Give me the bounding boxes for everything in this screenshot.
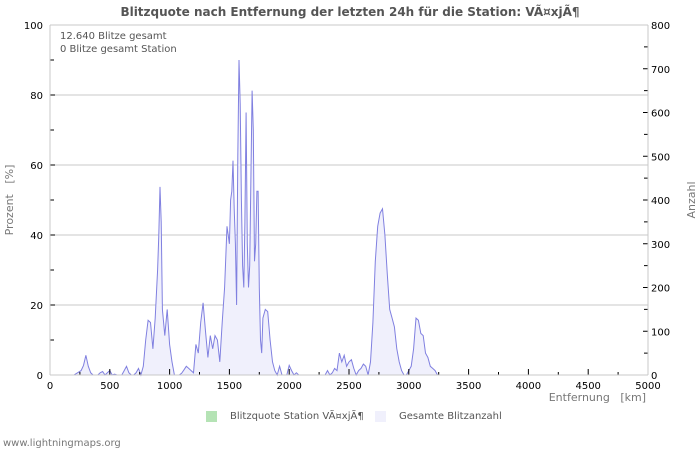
total-strikes-text: 12.640 Blitze gesamt xyxy=(60,31,167,42)
y-right-tick-label: 500 xyxy=(651,152,670,163)
y-right-tick-label: 200 xyxy=(651,284,670,295)
y-axis-right-label: Anzahl xyxy=(685,181,698,218)
x-tick-label: 3000 xyxy=(396,381,421,392)
station-strikes-text: 0 Blitze gesamt Station xyxy=(60,44,177,55)
y-right-tick-label: 400 xyxy=(651,196,670,207)
y-right-tick-label: 600 xyxy=(651,109,670,120)
footer-credit: www.lightningmaps.org xyxy=(3,438,121,449)
total-count-area xyxy=(50,60,445,375)
x-tick-label: 1500 xyxy=(217,381,242,392)
y-right-tick-label: 100 xyxy=(651,327,670,338)
y-right-tick-label: 0 xyxy=(651,371,657,382)
x-axis-label: Entfernung [km] xyxy=(549,391,646,404)
legend-label-total: Gesamte Blitzanzahl xyxy=(399,411,502,422)
y-left-tick-label: 20 xyxy=(30,301,43,312)
x-tick-label: 5000 xyxy=(635,381,660,392)
y-left-tick-label: 0 xyxy=(37,371,43,382)
summary-box: 12.640 Blitze gesamt 0 Blitze gesamt Sta… xyxy=(60,30,177,56)
legend-swatch-station xyxy=(206,411,217,422)
y-left-tick-label: 80 xyxy=(30,91,43,102)
y-left-tick-label: 40 xyxy=(30,231,43,242)
x-tick-label: 500 xyxy=(100,381,119,392)
chart-title: Blitzquote nach Entfernung der letzten 2… xyxy=(120,5,580,19)
x-tick-label: 2000 xyxy=(276,381,301,392)
legend-item-station: Blitzquote Station VÃ¤xjÃ¶ xyxy=(206,411,364,422)
x-tick-label: 0 xyxy=(47,381,53,392)
y-axis-left-label: Prozent [%] xyxy=(3,165,16,236)
x-tick-label: 4500 xyxy=(575,381,600,392)
legend-item-total: Gesamte Blitzanzahl xyxy=(375,411,502,422)
y-left-tick-label: 100 xyxy=(24,21,43,32)
y-left-tick-label: 60 xyxy=(30,161,43,172)
y-right-tick-label: 800 xyxy=(651,21,670,32)
legend-swatch-total xyxy=(375,411,386,422)
x-tick-label: 2500 xyxy=(336,381,361,392)
y-right-tick-label: 700 xyxy=(651,65,670,76)
x-tick-label: 4000 xyxy=(516,381,541,392)
total-count-line xyxy=(50,59,445,377)
legend-label-station: Blitzquote Station VÃ¤xjÃ¶ xyxy=(230,411,364,422)
x-tick-label: 3500 xyxy=(456,381,481,392)
x-tick-label: 1000 xyxy=(157,381,182,392)
y-right-tick-label: 300 xyxy=(651,240,670,251)
gridlines xyxy=(50,94,648,306)
